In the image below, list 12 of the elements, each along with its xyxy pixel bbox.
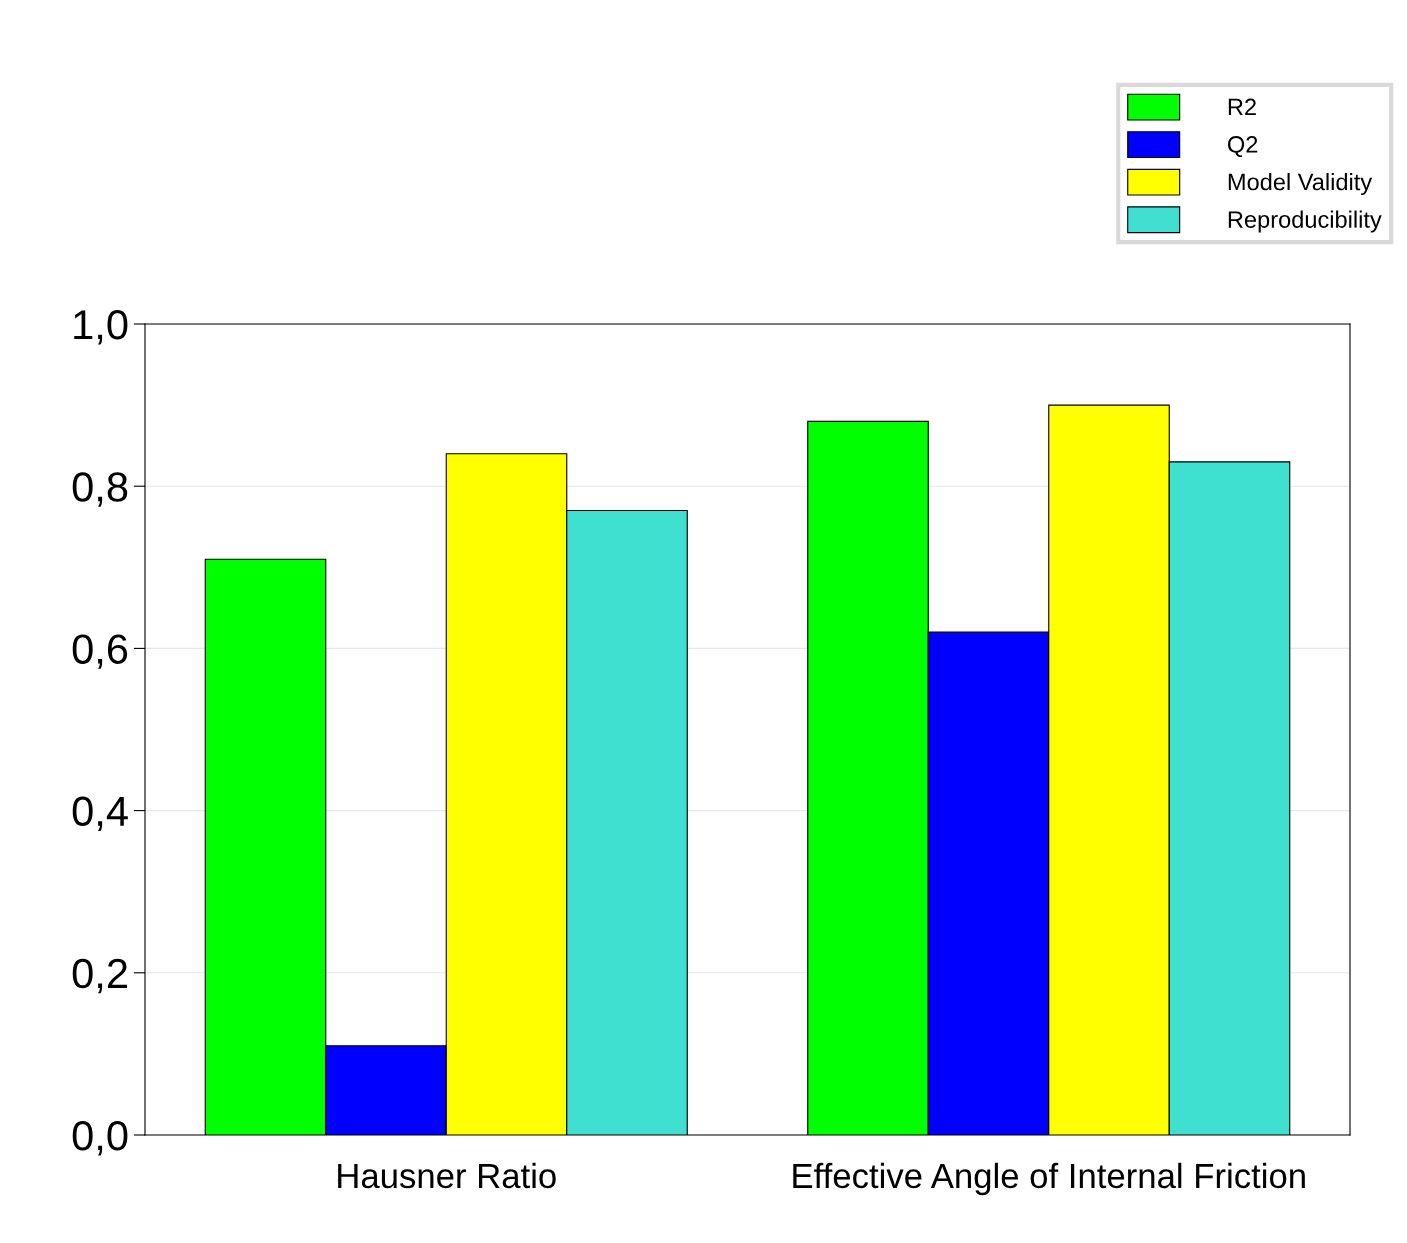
legend-label: Reproducibility xyxy=(1228,210,1382,233)
y-tick-label: 0,8 xyxy=(72,472,128,507)
y-tick-label: 1,0 xyxy=(74,310,128,345)
y-tick-label: 0,2 xyxy=(72,958,127,994)
x-tick-label: Effective Angle of Internal Friction xyxy=(793,1162,1305,1196)
y-tick-label: 0,6 xyxy=(72,634,128,669)
legend-label: R2 xyxy=(1228,98,1256,116)
y-tick-label: 0,0 xyxy=(72,1121,128,1156)
y-tick-label: 0,4 xyxy=(72,796,128,832)
legend-label: Model Validity xyxy=(1228,173,1373,196)
legend-label: Q2 xyxy=(1228,136,1258,158)
x-tick-label: Hausner Ratio xyxy=(338,1162,556,1189)
